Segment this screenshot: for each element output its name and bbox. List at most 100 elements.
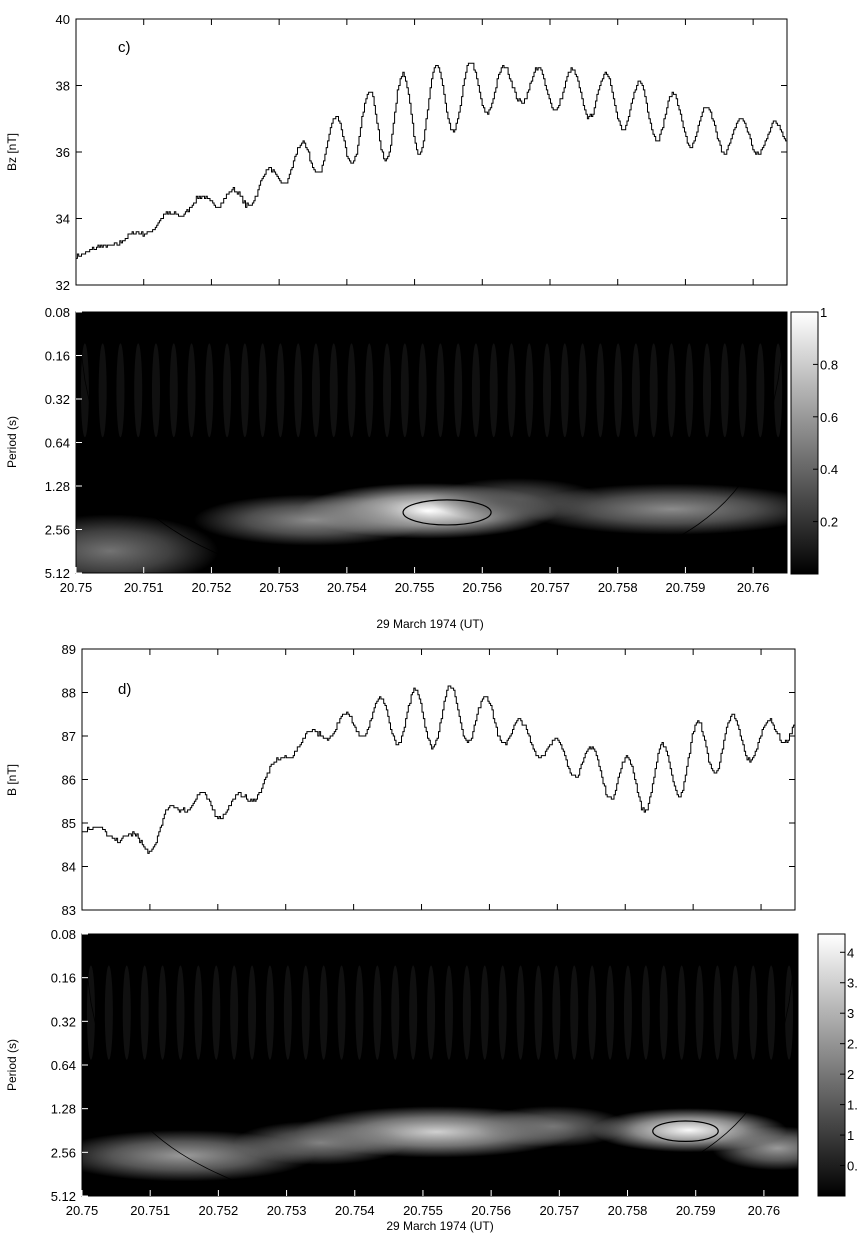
panel-d-plot-area: [81, 648, 796, 911]
panel-d-cone-of-influence: [82, 934, 798, 1196]
xtick-label: 20.755: [403, 1203, 443, 1218]
xtick-label: 20.756: [471, 1203, 511, 1218]
ytick-label: 2.56: [51, 1145, 76, 1160]
significance-contour: [402, 499, 492, 526]
wavelet-texture-streak: [667, 343, 676, 438]
wavelet-texture-streak: [462, 965, 471, 1060]
ytick-label: 83: [62, 903, 76, 918]
wavelet-texture-streak: [471, 343, 480, 438]
ytick-label: 0.64: [51, 1058, 76, 1073]
wavelet-texture-streak: [454, 343, 463, 438]
colorbar-tick-label: 0.6: [820, 410, 838, 425]
panel-c-wavelet-ylabel: Period (s): [5, 416, 19, 468]
wavelet-texture-streak: [205, 343, 214, 438]
wavelet-texture-streak: [596, 343, 605, 438]
ytick-label: 88: [62, 686, 76, 701]
colorbar-tick-label: 2: [847, 1067, 854, 1082]
wavelet-texture-streak: [212, 965, 221, 1060]
wavelet-texture-streak: [731, 965, 740, 1060]
colorbar-tick-label: 1: [847, 1128, 854, 1143]
wavelet-texture-streak: [516, 965, 525, 1060]
ytick-label: 32: [56, 278, 70, 293]
wavelet-texture-streak: [355, 965, 364, 1060]
wavelet-texture-streak: [383, 343, 392, 438]
wavelet-texture-streak: [525, 343, 534, 438]
wavelet-texture-streak: [738, 343, 747, 438]
wavelet-texture-streak: [248, 965, 257, 1060]
xtick-label: 20.754: [335, 1203, 375, 1218]
xtick-label: 20.756: [462, 580, 502, 595]
ytick-label: 0.16: [45, 349, 70, 364]
xtick-label: 20.76: [748, 1203, 781, 1218]
panel-c-bz-series-line: [76, 62, 787, 259]
wavelet-texture-streak: [588, 965, 597, 1060]
panel-c-cone-of-influence: [76, 312, 787, 573]
colorbar-tick-label: 3.5: [847, 976, 857, 991]
panel-d-wavelet-power-blobs: [82, 965, 798, 1182]
wavelet-texture-streak: [427, 965, 436, 1060]
xtick-label: 20.759: [666, 580, 706, 595]
wavelet-texture-streak: [703, 343, 712, 438]
wavelet-texture-streak: [614, 343, 623, 438]
wavelet-power-blob: [76, 514, 219, 573]
xtick-label: 20.75: [60, 580, 93, 595]
wavelet-texture-streak: [578, 343, 587, 438]
colorbar-tick-label: 0.4: [820, 462, 838, 477]
wavelet-texture-streak: [720, 343, 729, 438]
wavelet-texture-streak: [436, 343, 445, 438]
xtick-label: 20.753: [259, 580, 299, 595]
panel-c-significance-contours: [402, 499, 492, 526]
colorbar-tick-label: 0.5: [847, 1159, 857, 1174]
wavelet-power-blob: [429, 478, 603, 522]
wavelet-texture-streak: [560, 343, 569, 438]
xtick-label: 20.752: [192, 580, 232, 595]
wavelet-texture-streak: [418, 343, 427, 438]
ytick-label: 36: [56, 145, 70, 160]
ytick-label: 0.08: [45, 305, 70, 320]
xtick-label: 20.751: [124, 580, 164, 595]
wavelet-texture-streak: [756, 343, 765, 438]
wavelet-texture-streak: [444, 965, 453, 1060]
wavelet-texture-streak: [391, 965, 400, 1060]
ytick-label: 1.28: [51, 1102, 76, 1117]
panel-c-wavelet-yticks: 0.08 0.16 0.32 0.64 1.28 2.56 5.12: [45, 305, 82, 581]
ytick-label: 38: [56, 79, 70, 94]
panel-c-colorbar-ticks: 0.2 0.4 0.6 0.8 1: [813, 305, 838, 530]
xtick-label: 20.76: [737, 580, 770, 595]
wavelet-texture-streak: [659, 965, 668, 1060]
wavelet-texture-streak: [337, 965, 346, 1060]
wavelet-texture-streak: [265, 965, 274, 1060]
ytick-label: 5.12: [45, 566, 70, 581]
wavelet-texture-streak: [489, 343, 498, 438]
panel-d-ylabel: B [nT]: [5, 764, 19, 796]
wavelet-texture-streak: [134, 343, 143, 438]
wavelet-texture-streak: [98, 343, 107, 438]
wavelet-texture-streak: [570, 965, 579, 1060]
wavelet-texture-streak: [365, 343, 374, 438]
wavelet-power-blob: [233, 1120, 408, 1165]
ytick-label: 0.32: [51, 1014, 76, 1029]
colorbar-tick-label: 4: [847, 945, 854, 960]
wavelet-texture-streak: [311, 343, 320, 438]
xtick-label: 20.751: [130, 1203, 170, 1218]
ytick-label: 40: [56, 12, 70, 27]
ytick-label: 0.16: [51, 971, 76, 986]
xtick-label: 20.758: [608, 1203, 648, 1218]
panel-c-wavelet-xticks: 20.75 20.751 20.752 20.753 20.754 20.755 20.75…: [60, 567, 770, 595]
panel-c-ylabel: Bz [nT]: [5, 133, 19, 171]
wavelet-texture-streak: [649, 343, 658, 438]
wavelet-texture-streak: [480, 965, 489, 1060]
ytick-label: 0.64: [45, 436, 70, 451]
panel-c-wavelet-spectrum: 0.08 0.16 0.32 0.64 1.28 2.56 5.12 20.75 20.751…: [5, 305, 838, 631]
panel-c-plot-area: [75, 18, 788, 286]
panel-d-wavelet-ylabel: Period (s): [5, 1039, 19, 1091]
wavelet-texture-streak: [240, 343, 249, 438]
wavelet-texture-streak: [319, 965, 328, 1060]
panel-d-b-series-line: [82, 685, 795, 854]
significance-contour: [652, 1120, 719, 1143]
wavelet-texture-streak: [283, 965, 292, 1060]
wavelet-texture-streak: [631, 343, 640, 438]
panel-c-ts-ticks: 32 34 36 38 40: [56, 12, 787, 293]
wavelet-texture-streak: [230, 965, 239, 1060]
ytick-label: 87: [62, 729, 76, 744]
